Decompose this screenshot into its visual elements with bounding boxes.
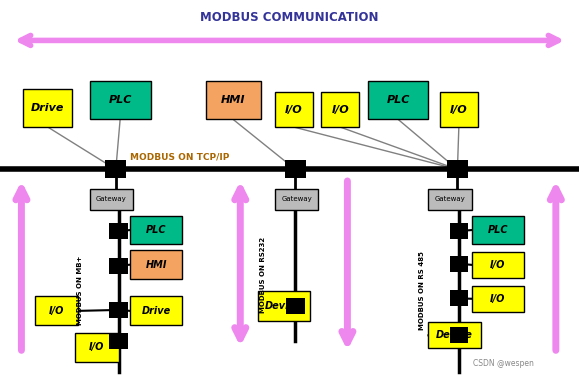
Text: PLC: PLC	[488, 225, 508, 235]
Text: MODBUS ON RS 485: MODBUS ON RS 485	[419, 251, 424, 330]
FancyBboxPatch shape	[90, 81, 151, 119]
FancyBboxPatch shape	[258, 291, 310, 321]
Text: Device: Device	[265, 301, 302, 311]
FancyBboxPatch shape	[109, 258, 128, 274]
Text: HMI: HMI	[145, 260, 167, 269]
FancyBboxPatch shape	[109, 333, 128, 349]
Text: HMI: HMI	[221, 95, 245, 105]
FancyBboxPatch shape	[35, 296, 78, 325]
FancyBboxPatch shape	[472, 252, 524, 278]
FancyBboxPatch shape	[105, 161, 126, 178]
FancyBboxPatch shape	[206, 81, 261, 119]
Text: I/O: I/O	[331, 105, 349, 115]
FancyBboxPatch shape	[130, 296, 182, 325]
Text: Drive: Drive	[31, 103, 64, 113]
Text: PLC: PLC	[108, 95, 132, 105]
Text: I/O: I/O	[490, 260, 505, 270]
FancyBboxPatch shape	[23, 89, 72, 127]
FancyBboxPatch shape	[472, 286, 524, 312]
FancyBboxPatch shape	[275, 92, 313, 127]
FancyBboxPatch shape	[450, 256, 468, 272]
FancyBboxPatch shape	[286, 298, 305, 314]
FancyBboxPatch shape	[90, 189, 133, 210]
Text: Gateway: Gateway	[435, 196, 466, 202]
FancyBboxPatch shape	[450, 223, 468, 239]
FancyBboxPatch shape	[130, 216, 182, 244]
Text: I/O: I/O	[89, 343, 105, 352]
FancyBboxPatch shape	[450, 290, 468, 306]
Text: Gateway: Gateway	[281, 196, 312, 202]
Text: PLC: PLC	[146, 225, 167, 235]
FancyBboxPatch shape	[130, 250, 182, 279]
Text: I/O: I/O	[285, 105, 303, 115]
FancyBboxPatch shape	[450, 327, 468, 343]
Text: MODBUS COMMUNICATION: MODBUS COMMUNICATION	[200, 11, 379, 24]
Text: CSDN @wespen: CSDN @wespen	[473, 359, 534, 368]
FancyBboxPatch shape	[109, 302, 128, 318]
Text: I/O: I/O	[49, 306, 64, 316]
Text: MODBUS ON TCP/IP: MODBUS ON TCP/IP	[130, 153, 230, 162]
FancyBboxPatch shape	[109, 302, 128, 318]
Text: MODBUS ON RS232: MODBUS ON RS232	[261, 237, 266, 313]
FancyBboxPatch shape	[428, 189, 472, 210]
FancyBboxPatch shape	[440, 92, 478, 127]
FancyBboxPatch shape	[75, 333, 119, 362]
FancyBboxPatch shape	[472, 216, 524, 244]
Text: PLC: PLC	[386, 95, 410, 105]
Text: Device: Device	[436, 330, 473, 340]
FancyBboxPatch shape	[275, 189, 318, 210]
Text: MODBUS ON MB+: MODBUS ON MB+	[77, 256, 83, 325]
FancyBboxPatch shape	[285, 161, 306, 178]
FancyBboxPatch shape	[368, 81, 428, 119]
Text: Drive: Drive	[142, 306, 171, 316]
Text: Gateway: Gateway	[96, 196, 127, 202]
FancyBboxPatch shape	[321, 92, 359, 127]
FancyBboxPatch shape	[428, 322, 481, 348]
Text: I/O: I/O	[450, 105, 468, 115]
FancyBboxPatch shape	[109, 223, 128, 239]
FancyBboxPatch shape	[447, 161, 468, 178]
Text: I/O: I/O	[490, 294, 505, 304]
